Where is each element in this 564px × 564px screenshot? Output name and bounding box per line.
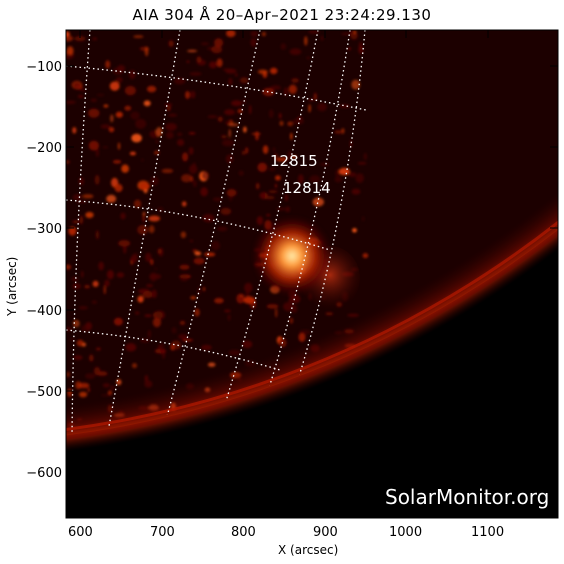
x-tick-label: 800 (231, 525, 256, 540)
solar-image-panel: 12815 12814 SolarMonitor.org (66, 30, 558, 518)
x-tick-label: 1000 (389, 525, 422, 540)
heliographic-grid (66, 30, 367, 442)
y-tick-label: −200 (26, 141, 62, 156)
active-region-label: 12815 (270, 152, 318, 170)
image-title: AIA 304 Å 20–Apr–2021 23:24:29.130 (132, 6, 432, 24)
x-tick-label: 900 (313, 525, 338, 540)
y-tick-label: −600 (26, 466, 62, 481)
x-axis-ticks (79, 30, 489, 518)
x-axis-labels: 600 700 800 900 1000 1100 (68, 525, 504, 540)
x-tick-label: 600 (68, 525, 93, 540)
active-region-label: 12814 (283, 179, 331, 197)
plot-frame (65, 29, 559, 519)
y-tick-label: −500 (26, 385, 62, 400)
x-tick-label: 1100 (471, 525, 504, 540)
y-axis-ticks (66, 65, 558, 473)
y-tick-label: −300 (26, 222, 62, 237)
y-tick-label: −400 (26, 304, 62, 319)
x-tick-label: 700 (150, 525, 175, 540)
y-tick-label: −100 (26, 60, 62, 75)
watermark: SolarMonitor.org (385, 485, 549, 509)
x-axis-title: X (arcsec) (278, 543, 338, 557)
y-axis-labels: −100 −200 −300 −400 −500 −600 (26, 60, 62, 481)
y-axis-title: Y (arcsec) (5, 257, 19, 317)
active-region-brightening (252, 216, 332, 296)
